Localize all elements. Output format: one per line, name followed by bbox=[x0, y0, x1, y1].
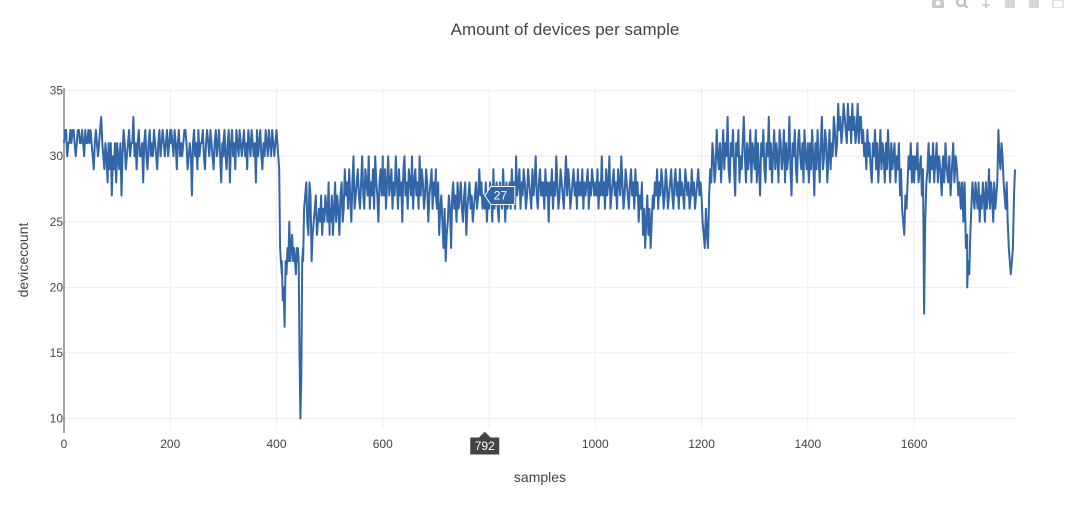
autoscale-icon[interactable] bbox=[1051, 0, 1065, 8]
x-tick-label: 1400 bbox=[794, 437, 821, 451]
x-tick-label: 200 bbox=[160, 437, 180, 451]
modebar bbox=[931, 0, 1065, 8]
y-tick-label: 30 bbox=[50, 149, 64, 163]
hover-layer: 27 792 bbox=[469, 186, 516, 456]
zoom-out-icon[interactable] bbox=[1027, 0, 1041, 8]
x-tick-label: 1600 bbox=[901, 437, 928, 451]
hover-y-label: 27 bbox=[494, 189, 508, 203]
y-tick-label: 15 bbox=[50, 346, 64, 360]
hover-x-tooltip bbox=[469, 430, 501, 456]
x-tick-label: 1200 bbox=[688, 437, 715, 451]
camera-icon[interactable] bbox=[931, 0, 945, 8]
zoom-in-icon[interactable] bbox=[1003, 0, 1017, 8]
x-tick-label: 600 bbox=[373, 437, 393, 451]
x-tick-label: 1000 bbox=[582, 437, 609, 451]
y-axis-label: devicecount bbox=[15, 223, 31, 298]
x-axis-label: samples bbox=[514, 469, 566, 485]
zoom-icon[interactable] bbox=[955, 0, 969, 8]
chart-title: Amount of devices per sample bbox=[451, 20, 680, 39]
series-layer bbox=[63, 102, 1016, 420]
grid bbox=[64, 88, 1015, 429]
y-tick-label: 35 bbox=[50, 84, 64, 98]
hover-x-label: 792 bbox=[475, 439, 495, 453]
y-tick-label: 10 bbox=[50, 412, 64, 426]
pan-icon[interactable] bbox=[979, 0, 993, 8]
y-tick-label: 25 bbox=[50, 215, 64, 229]
hover-y-tooltip bbox=[484, 186, 516, 206]
y-tick-label: 20 bbox=[50, 280, 64, 294]
x-tick-label: 0 bbox=[61, 437, 68, 451]
series-line-0[interactable] bbox=[63, 102, 1016, 420]
x-tick-label: 400 bbox=[266, 437, 286, 451]
